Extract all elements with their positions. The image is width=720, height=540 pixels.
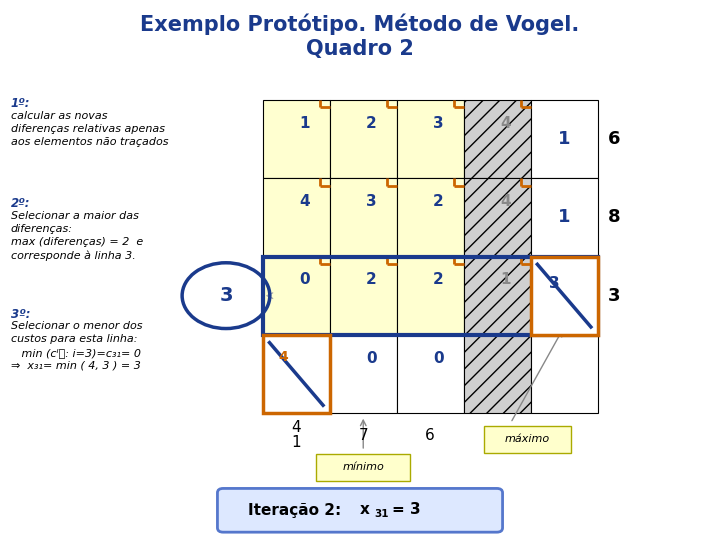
Text: 4: 4 xyxy=(299,194,310,209)
Bar xyxy=(263,256,330,335)
Bar xyxy=(316,454,410,481)
Bar xyxy=(397,178,464,256)
Text: Exemplo Protótipo. Método de Vogel.: Exemplo Protótipo. Método de Vogel. xyxy=(140,14,580,35)
Text: 2: 2 xyxy=(366,273,377,287)
Text: 3º:: 3º: xyxy=(11,308,30,321)
Text: 3: 3 xyxy=(608,287,621,305)
Text: 31: 31 xyxy=(374,509,389,519)
Text: 1: 1 xyxy=(558,130,570,148)
Bar xyxy=(464,256,531,335)
Text: mínimo: mínimo xyxy=(343,462,384,472)
Text: 0: 0 xyxy=(433,351,444,366)
Bar xyxy=(397,335,464,413)
Bar xyxy=(531,100,598,178)
Bar xyxy=(484,426,571,453)
Text: 1: 1 xyxy=(500,273,510,287)
Text: 3: 3 xyxy=(219,286,233,305)
Text: calcular as novas
diferenças relativas apenas
aos elementos não traçados: calcular as novas diferenças relativas a… xyxy=(11,111,168,147)
Text: Iteração 2:: Iteração 2: xyxy=(248,503,342,518)
Text: 2º:: 2º: xyxy=(11,197,30,210)
Bar xyxy=(531,335,598,413)
Bar xyxy=(330,178,397,256)
Text: 4: 4 xyxy=(278,350,288,364)
Bar xyxy=(531,178,598,256)
Text: 4: 4 xyxy=(500,116,510,131)
Text: 4: 4 xyxy=(292,420,301,435)
Bar xyxy=(263,178,330,256)
Bar xyxy=(330,100,397,178)
Bar xyxy=(330,335,397,413)
Text: Quadro 2: Quadro 2 xyxy=(306,38,414,59)
Text: 2: 2 xyxy=(558,287,570,305)
Text: Selecionar o menor dos
custos para esta linha:
   min (cᴵⰼ: i=3)=c₃₁= 0
⇒  x₃₁= : Selecionar o menor dos custos para esta … xyxy=(11,321,143,371)
Bar xyxy=(330,256,397,335)
Text: 2: 2 xyxy=(366,116,377,131)
Text: 3: 3 xyxy=(549,276,559,292)
Text: 2: 2 xyxy=(433,194,444,209)
Text: 3: 3 xyxy=(366,194,377,209)
Text: 7: 7 xyxy=(359,428,368,442)
Text: 1: 1 xyxy=(299,351,310,366)
Text: x: x xyxy=(360,502,370,517)
Bar xyxy=(263,335,330,413)
Text: 1: 1 xyxy=(292,435,301,450)
Bar xyxy=(531,256,598,335)
FancyBboxPatch shape xyxy=(217,488,503,532)
Bar xyxy=(464,335,531,413)
Text: 0: 0 xyxy=(299,273,310,287)
Bar xyxy=(531,256,598,335)
Bar xyxy=(263,256,598,335)
Text: 1: 1 xyxy=(299,116,310,131)
Bar xyxy=(464,178,531,256)
Bar xyxy=(464,100,531,178)
Text: 6: 6 xyxy=(608,130,621,148)
Bar xyxy=(263,100,330,178)
Text: 1º:: 1º: xyxy=(11,97,30,110)
Text: 8: 8 xyxy=(608,208,621,226)
Text: = 3: = 3 xyxy=(392,502,421,517)
Text: 1: 1 xyxy=(558,208,570,226)
Text: 3: 3 xyxy=(433,116,444,131)
Text: 4: 4 xyxy=(500,194,510,209)
Text: 0: 0 xyxy=(366,351,377,366)
Text: máximo: máximo xyxy=(505,434,550,444)
Bar xyxy=(397,100,464,178)
Text: 6: 6 xyxy=(426,428,435,442)
Text: 2: 2 xyxy=(433,273,444,287)
Bar xyxy=(397,256,464,335)
Bar xyxy=(263,335,330,413)
Text: Selecionar a maior das
diferenças:
max (diferenças) = 2  e
corresponde à linha 3: Selecionar a maior das diferenças: max (… xyxy=(11,211,143,261)
